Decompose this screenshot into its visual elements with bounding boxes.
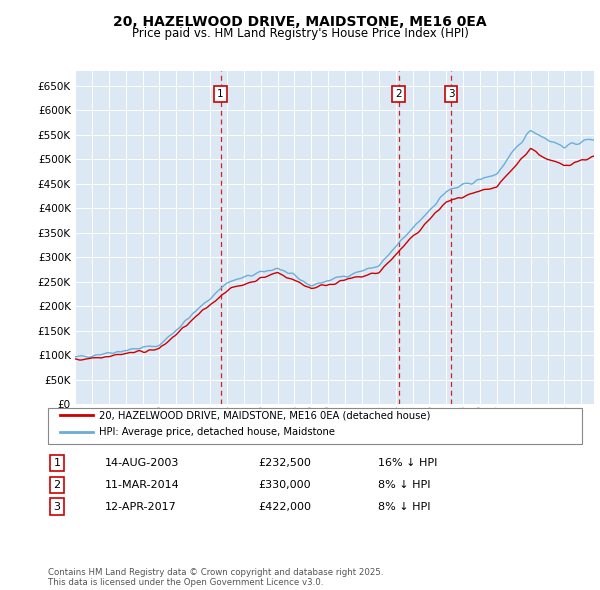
- Text: 1: 1: [217, 89, 224, 99]
- Text: £330,000: £330,000: [258, 480, 311, 490]
- Text: 20, HAZELWOOD DRIVE, MAIDSTONE, ME16 0EA: 20, HAZELWOOD DRIVE, MAIDSTONE, ME16 0EA: [113, 15, 487, 29]
- Text: Contains HM Land Registry data © Crown copyright and database right 2025.
This d: Contains HM Land Registry data © Crown c…: [48, 568, 383, 587]
- Text: £232,500: £232,500: [258, 458, 311, 468]
- Text: 1: 1: [53, 458, 61, 468]
- Text: 16% ↓ HPI: 16% ↓ HPI: [378, 458, 437, 468]
- Text: 2: 2: [395, 89, 402, 99]
- Text: 2: 2: [53, 480, 61, 490]
- Text: 12-APR-2017: 12-APR-2017: [105, 502, 177, 512]
- Text: 20, HAZELWOOD DRIVE, MAIDSTONE, ME16 0EA (detached house): 20, HAZELWOOD DRIVE, MAIDSTONE, ME16 0EA…: [99, 411, 430, 420]
- Text: £422,000: £422,000: [258, 502, 311, 512]
- Text: 3: 3: [53, 502, 61, 512]
- Text: HPI: Average price, detached house, Maidstone: HPI: Average price, detached house, Maid…: [99, 427, 335, 437]
- Text: 3: 3: [448, 89, 454, 99]
- Text: Price paid vs. HM Land Registry's House Price Index (HPI): Price paid vs. HM Land Registry's House …: [131, 27, 469, 40]
- Text: 11-MAR-2014: 11-MAR-2014: [105, 480, 180, 490]
- Text: 8% ↓ HPI: 8% ↓ HPI: [378, 480, 431, 490]
- Text: 14-AUG-2003: 14-AUG-2003: [105, 458, 179, 468]
- Text: 8% ↓ HPI: 8% ↓ HPI: [378, 502, 431, 512]
